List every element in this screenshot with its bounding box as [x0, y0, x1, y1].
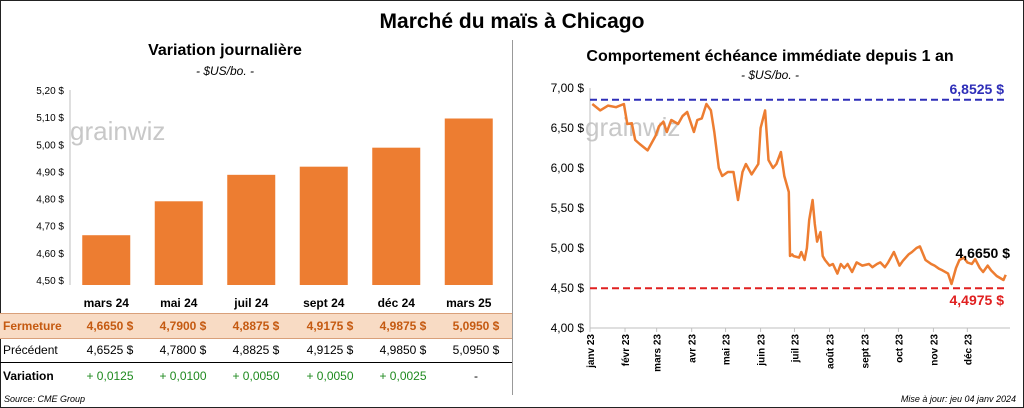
bar: [372, 147, 421, 285]
bar: [82, 235, 131, 285]
x-tick-label: nov 23: [929, 334, 940, 366]
y-tick-label: 4,50 $: [36, 276, 64, 287]
bar-chart-subtitle: - $US/bo. -: [195, 64, 255, 78]
table-cell: 4,7800 $: [159, 343, 207, 357]
y-tick-label: 4,90 $: [36, 167, 64, 178]
bar: [444, 118, 493, 285]
x-tick-label: juil 23: [790, 334, 801, 364]
table-cell: 4,7900 $: [159, 319, 207, 333]
table-cell: 5,0950 $: [452, 319, 500, 333]
line-chart-subtitle: - $US/bo. -: [740, 68, 800, 82]
x-tick-label: avr 23: [688, 334, 699, 363]
table-cell: 4,6650 $: [86, 319, 134, 333]
x-tick-label: févr 23: [621, 334, 632, 367]
bar-chart-title: Variation journalière: [148, 42, 302, 59]
y-tick-label: 5,00 $: [551, 241, 585, 255]
y-tick-label: 5,50 $: [551, 201, 585, 215]
table-cell: 4,9875 $: [379, 319, 427, 333]
line-chart-title: Comportement échéance immédiate depuis 1…: [586, 48, 954, 65]
table-cell: 4,8825 $: [232, 343, 280, 357]
table-cell: + 0,0050: [232, 369, 280, 383]
table-cell: 5,0950 $: [452, 343, 500, 357]
source-note: Source: CME Group: [4, 394, 86, 404]
row-label: Précédent: [3, 343, 58, 357]
table-row-fermeture: Fermeture 4,6650 $ 4,7900 $ 4,8875 $ 4,9…: [0, 313, 512, 339]
table-cell: 4,9850 $: [379, 343, 427, 357]
bar: [154, 201, 203, 285]
x-tick-label: sept 24: [303, 296, 345, 310]
y-tick-label: 7,00 $: [551, 81, 585, 95]
x-tick-label: déc 24: [378, 296, 416, 310]
update-note: Mise à jour: jeu 04 janv 2024: [900, 394, 1016, 404]
table-cell: + 0,0025: [379, 369, 427, 383]
x-tick-label: mars 25: [446, 296, 492, 310]
y-tick-label: 5,20 $: [36, 86, 64, 97]
min-value-label: 4,4975 $: [950, 292, 1005, 308]
y-tick-label: 4,80 $: [36, 195, 64, 206]
bar: [227, 174, 276, 285]
y-tick-label: 4,50 $: [551, 281, 585, 295]
y-tick-label: 5,00 $: [36, 140, 64, 151]
table-cell: 4,9125 $: [306, 343, 354, 357]
table-cell: + 0,0100: [159, 369, 207, 383]
y-tick-label: 5,10 $: [36, 113, 64, 124]
x-tick-label: oct 23: [894, 334, 905, 363]
y-tick-label: 4,00 $: [551, 321, 585, 335]
y-tick-label: 6,50 $: [551, 121, 585, 135]
y-tick-label: 4,60 $: [36, 249, 64, 260]
table-cell: + 0,0125: [86, 369, 134, 383]
panel-divider: [512, 40, 513, 395]
x-tick-label: mai 23: [722, 334, 733, 366]
x-tick-label: mars 24: [84, 296, 130, 310]
x-tick-label: sept 23: [861, 334, 872, 369]
watermark: grainwiz: [70, 116, 165, 146]
table-cell: 4,6525 $: [86, 343, 134, 357]
x-tick-label: mars 23: [653, 334, 664, 372]
table-row-variation: Variation + 0,0125 + 0,0100 + 0,0050 + 0…: [0, 364, 512, 388]
table-cell: 4,8875 $: [232, 319, 280, 333]
page-title: Marché du maïs à Chicago: [379, 10, 645, 33]
row-label: Variation: [3, 369, 54, 383]
table-cell: -: [474, 369, 478, 383]
bar: [299, 166, 348, 285]
x-tick-label: juin 23: [757, 334, 768, 367]
last-value-label: 4,6650 $: [956, 245, 1011, 261]
table-row-precedent: Précédent 4,6525 $ 4,7800 $ 4,8825 $ 4,9…: [0, 338, 512, 363]
max-value-label: 6,8525 $: [950, 81, 1005, 97]
row-label: Fermeture: [3, 319, 62, 333]
line-chart: grainwiz 4,00 $4,50 $5,00 $5,50 $6,00 $6…: [551, 81, 1011, 372]
x-tick-label: mai 24: [160, 296, 198, 310]
y-tick-label: 6,00 $: [551, 161, 585, 175]
x-tick-label: déc 23: [963, 334, 974, 366]
x-tick-label: août 23: [826, 334, 837, 369]
y-tick-label: 4,70 $: [36, 222, 64, 233]
price-series-line: [591, 102, 1007, 286]
table-cell: + 0,0050: [306, 369, 354, 383]
table-cell: 4,9175 $: [306, 319, 354, 333]
x-tick-label: juil 24: [233, 296, 268, 310]
x-tick-label: janv 23: [586, 334, 597, 369]
bar-chart: grainwiz 4,50 $ 4,60 $ 4,70 $ 4,80 $ 4,90 $ 5…: [36, 86, 493, 310]
